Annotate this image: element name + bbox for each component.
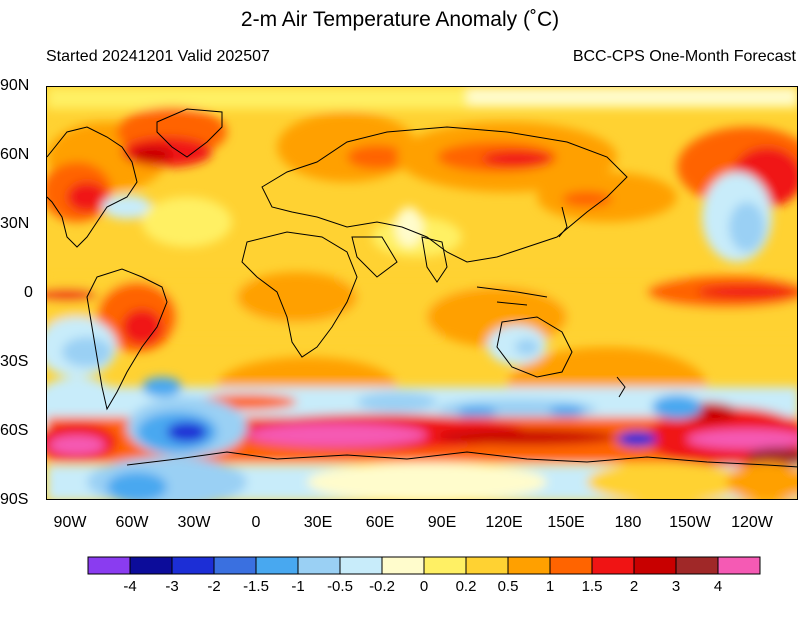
colorbar-swatch [129,556,173,575]
forecast-source: BCC-CPS One-Month Forecast [572,48,796,65]
lon-label-0: 0 [251,514,261,531]
lon-label-90e: 90E [427,514,457,531]
colorbar-label: -0.2 [369,578,395,595]
lat-label-90s: 90S [0,491,29,508]
anomaly-map-canvas [47,87,797,499]
colorbar-swatch [633,556,677,575]
colorbar-label: 0 [419,578,429,595]
colorbar-label: 1 [545,578,555,595]
lat-label-90n: 90N [0,77,30,94]
colorbar-label: 1.5 [581,578,603,595]
colorbar-swatch [717,556,761,575]
lon-label-120e: 120E [485,514,523,531]
colorbar-label: 0.5 [497,578,519,595]
colorbar-label: -1.5 [243,578,269,595]
colorbar-label: -2 [207,578,221,595]
lon-label-60w: 60W [115,514,149,531]
lat-label-30n: 30N [0,215,30,232]
colorbar-swatch [591,556,635,575]
colorbar-swatch [255,556,299,575]
colorbar-swatch [549,556,593,575]
chart-title: 2-m Air Temperature Anomaly (˚C) [240,8,560,31]
anomaly-map [46,86,798,500]
colorbar-label: -4 [123,578,137,595]
lat-label-60s: 60S [0,422,29,439]
lon-label-180: 180 [614,514,642,531]
colorbar-swatch [507,556,551,575]
colorbar-swatch [213,556,257,575]
colorbar-swatch [675,556,719,575]
colorbar-label: 0.2 [455,578,477,595]
lon-label-30w: 30W [177,514,211,531]
lon-label-120w: 120W [731,514,773,531]
coastlines [47,108,797,468]
colorbar-label: 3 [671,578,681,595]
colorbar-label: -1 [291,578,305,595]
colorbar-label: 2 [629,578,639,595]
lat-label-30s: 30S [0,353,29,370]
colorbar-label: -3 [165,578,179,595]
colorbar-swatch [465,556,509,575]
lon-label-150w: 150W [669,514,711,531]
colorbar-swatch [171,556,215,575]
colorbar-swatch [87,556,131,575]
anomaly-fields [47,87,797,499]
colorbar-label: 4 [713,578,723,595]
colorbar-label: -0.5 [327,578,353,595]
colorbar [87,556,761,575]
lat-label-eq: 0 [24,284,33,301]
colorbar-swatch [381,556,425,575]
forecast-dates: Started 20241201 Valid 202507 [46,48,270,65]
colorbar-swatch [297,556,341,575]
lon-label-30e: 30E [303,514,333,531]
lat-label-60n: 60N [0,146,30,163]
lon-label-60e: 60E [365,514,395,531]
lon-label-90w: 90W [53,514,87,531]
colorbar-swatch [339,556,383,575]
lon-label-150e: 150E [547,514,585,531]
colorbar-swatch [423,556,467,575]
